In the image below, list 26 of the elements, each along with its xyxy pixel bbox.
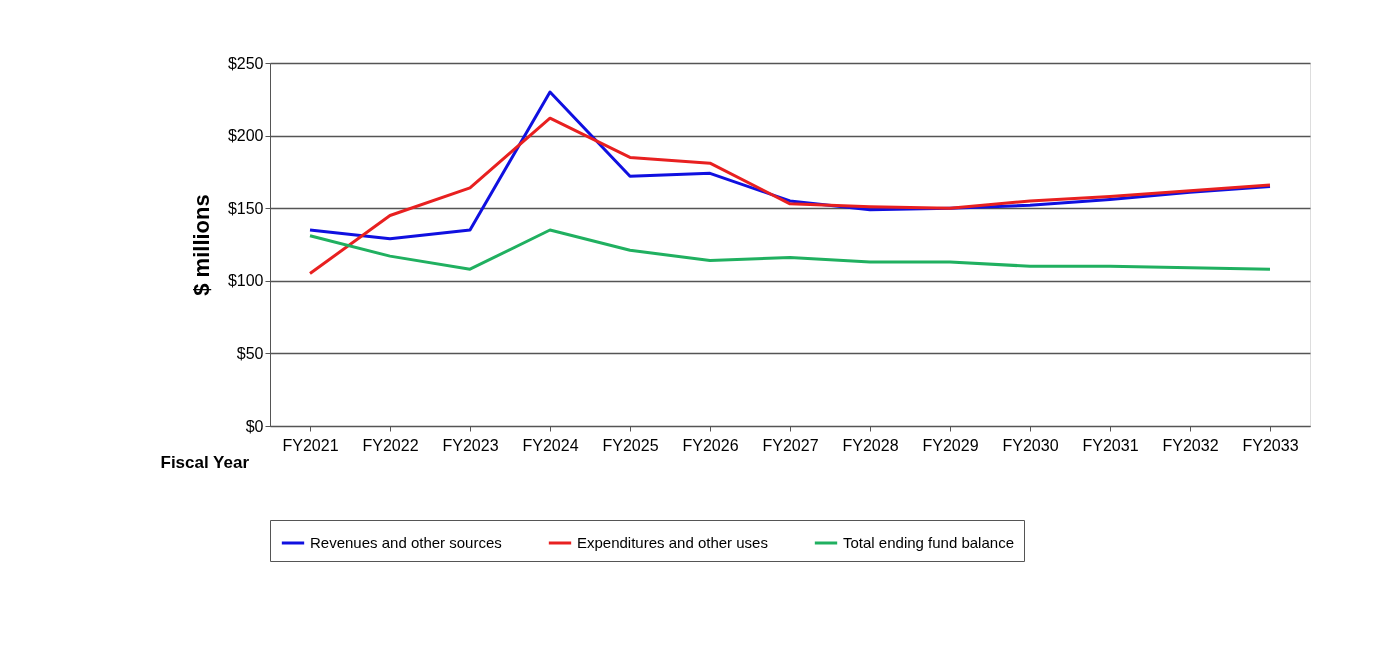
y-tick-label: $200 <box>227 127 264 145</box>
y-tick-label: $0 <box>245 417 264 435</box>
y-tick-label: $50 <box>236 344 264 362</box>
y-tick-label: $150 <box>227 199 264 217</box>
x-tick-label: FY2033 <box>1242 436 1299 454</box>
x-tick-label: FY2025 <box>602 436 659 454</box>
x-tick-label: FY2029 <box>922 436 979 454</box>
x-tick-label: FY2021 <box>282 436 339 454</box>
legend-label: Total ending fund balance <box>843 534 1014 551</box>
line-series <box>308 116 1272 276</box>
legend-label: Revenues and other sources <box>310 534 502 551</box>
x-tick-label: FY2030 <box>1002 436 1059 454</box>
x-tick-label: FY2024 <box>522 436 579 454</box>
x-tick-label: FY2027 <box>762 436 819 454</box>
x-tick-label: FY2031 <box>1082 436 1139 454</box>
line-series <box>308 228 1272 271</box>
x-axis-title: Fiscal Year <box>160 452 250 472</box>
y-axis-title: $ millions <box>188 194 214 296</box>
x-tick-label: FY2023 <box>442 436 499 454</box>
x-tick-label: FY2028 <box>842 436 899 454</box>
x-tick-label: FY2026 <box>682 436 739 454</box>
x-tick-label: FY2022 <box>362 436 419 454</box>
y-tick-label: $100 <box>227 272 264 290</box>
y-tick-label: $250 <box>227 54 264 72</box>
legend-label: Expenditures and other uses <box>577 534 768 551</box>
x-tick-label: FY2032 <box>1162 436 1219 454</box>
